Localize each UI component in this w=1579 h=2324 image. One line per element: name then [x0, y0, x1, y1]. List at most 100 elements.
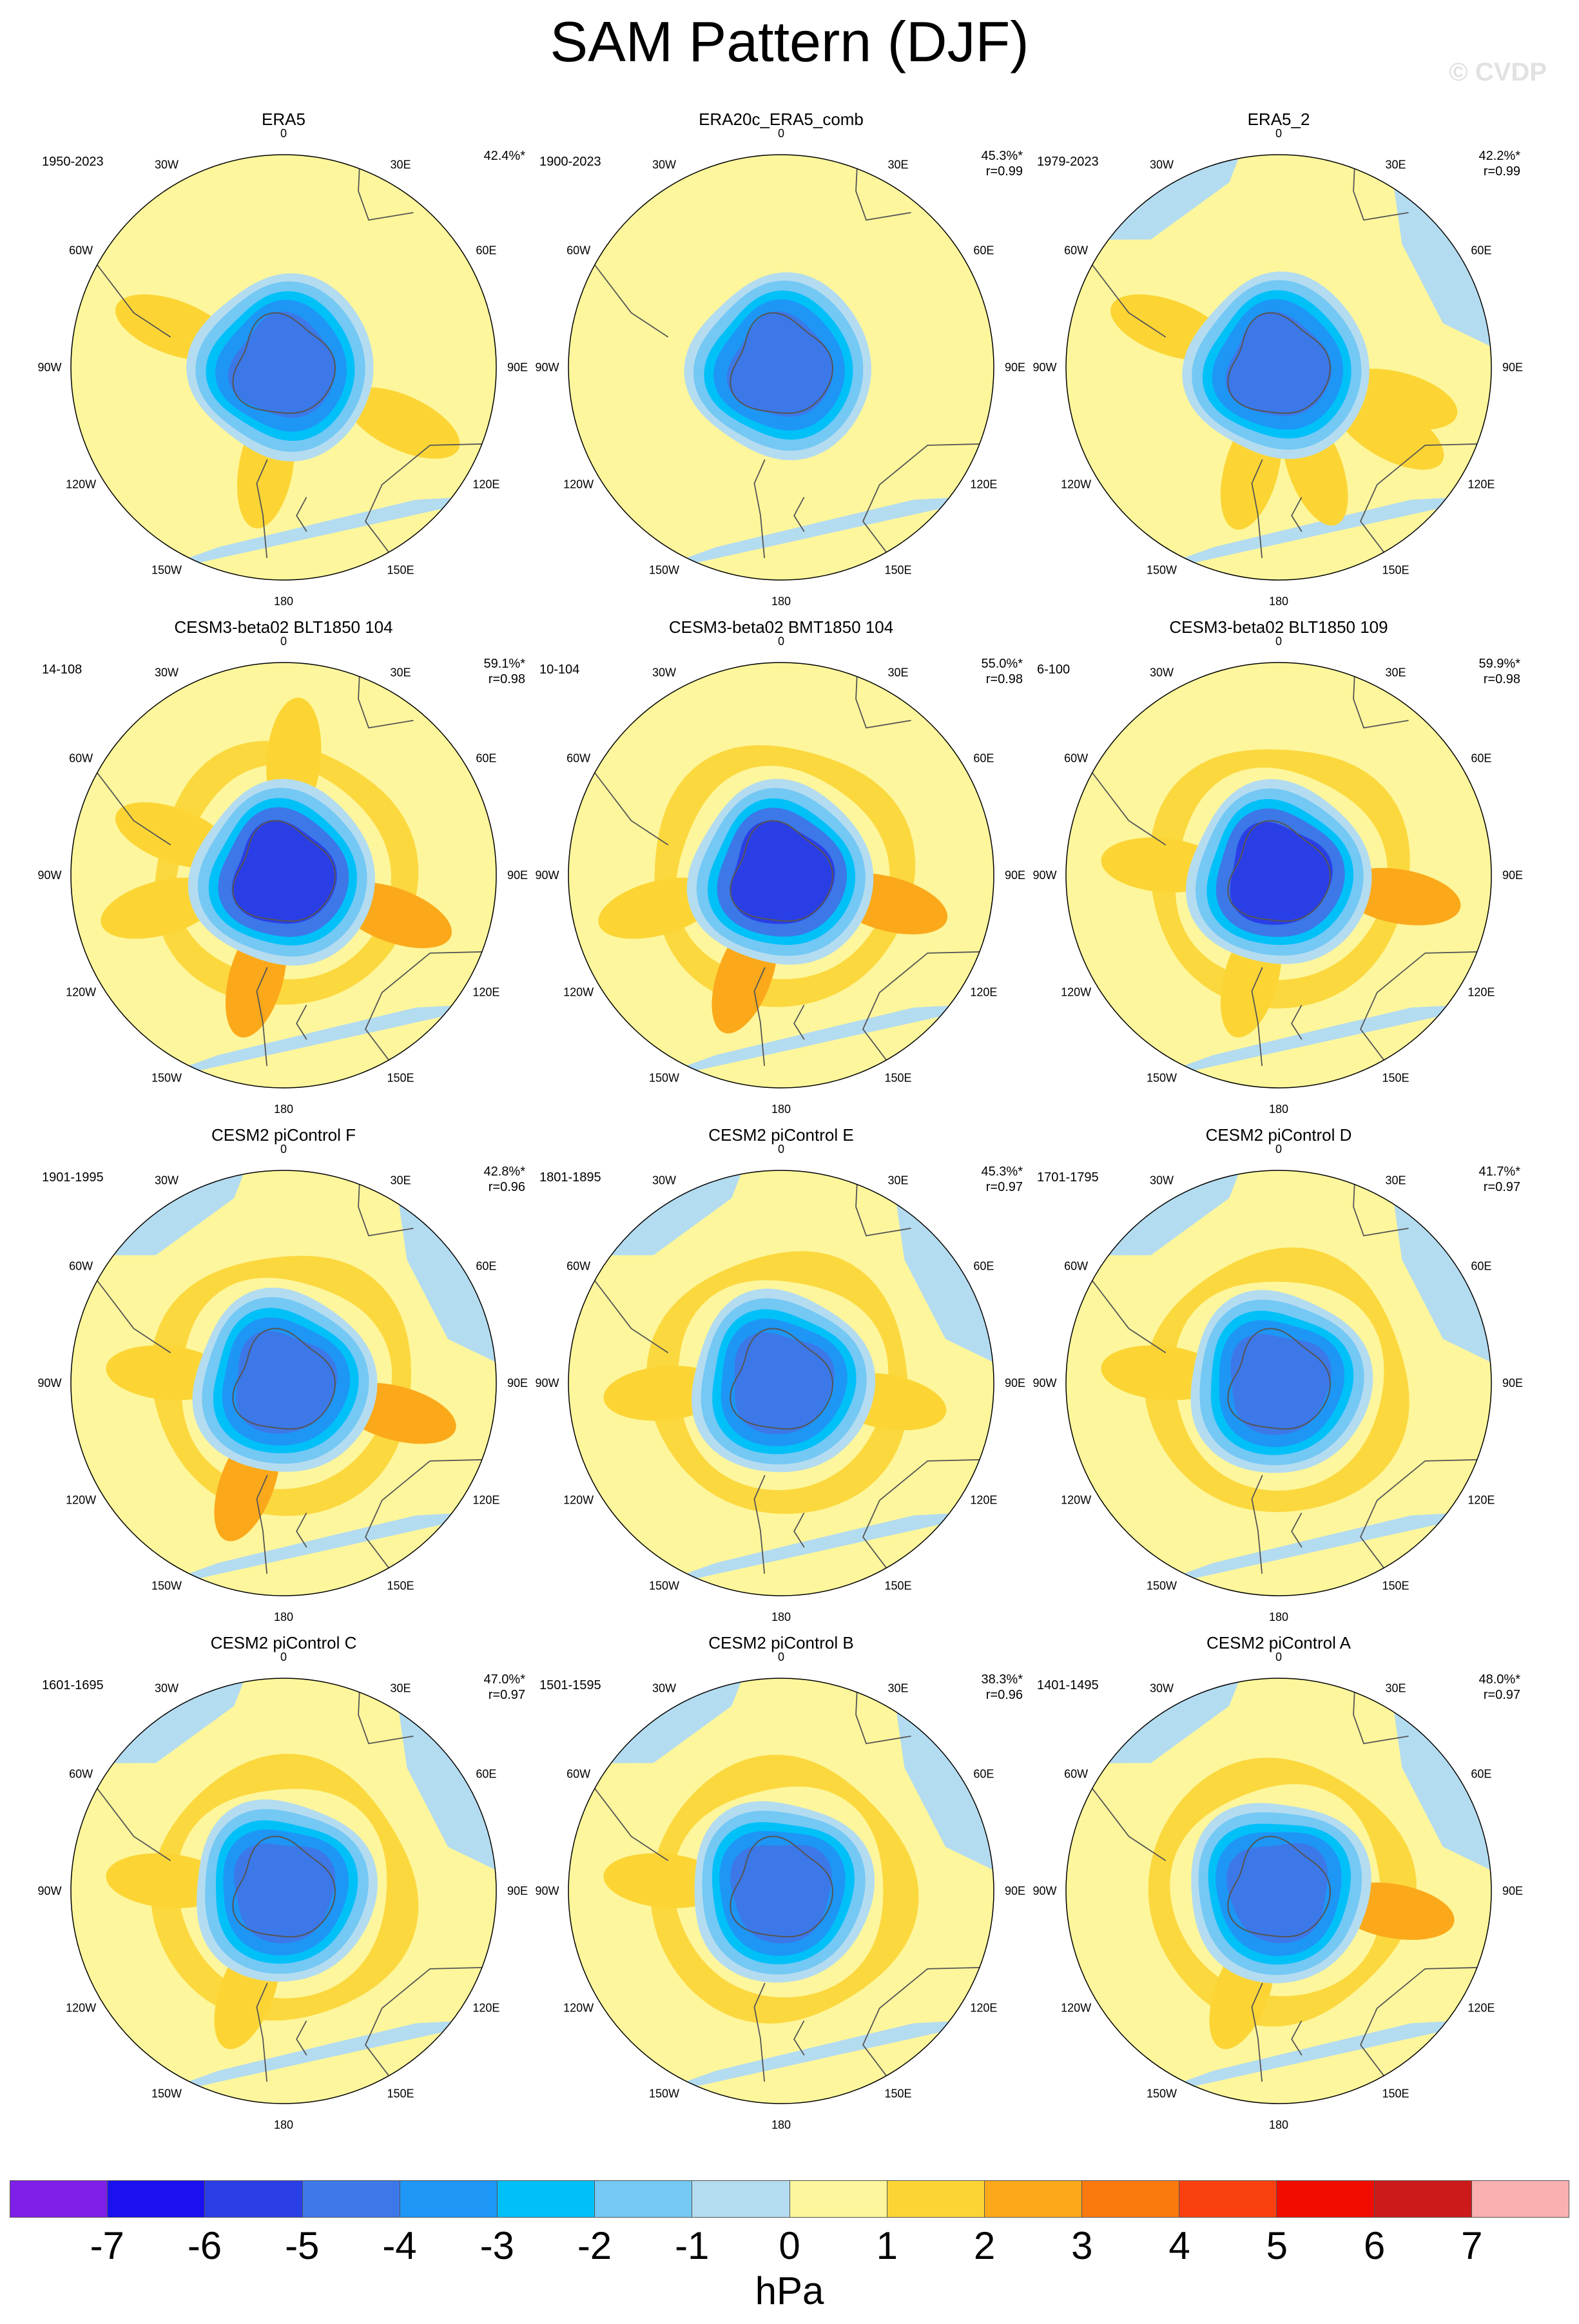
longitude-label: 120W [66, 478, 96, 491]
longitude-label: 30E [1385, 1174, 1406, 1187]
pattern-correlation: r=0.97 [985, 1180, 1023, 1194]
colorbar [10, 2180, 1569, 2218]
longitude-label: 90W [1032, 1884, 1056, 1897]
longitude-label: 0 [1275, 127, 1282, 140]
variance-percent: 45.3%* [981, 149, 1023, 163]
negative-anomaly-patch [1066, 155, 1257, 240]
longitude-label: 30E [390, 666, 411, 679]
map-boundary [568, 1170, 994, 1596]
antarctica-coastline [232, 1835, 336, 1938]
longitude-label: 180 [771, 2118, 791, 2131]
polar-cap-core [726, 311, 833, 417]
panel-title: CESM2 piControl A [1206, 1633, 1351, 1652]
polar-cap-core [1226, 1843, 1328, 1944]
south-america-coastline [1251, 967, 1263, 1066]
longitude-label: 0 [778, 1143, 784, 1156]
longitude-label: 90E [1502, 869, 1523, 882]
longitude-label: 120E [472, 2002, 499, 2015]
panel-title: CESM2 piControl E [708, 1125, 854, 1145]
longitude-label: 0 [1275, 635, 1282, 648]
variance-percent: 41.7%* [1478, 1165, 1521, 1179]
panel-stats: 42.8%* r=0.96 [484, 1164, 526, 1195]
longitude-label: 60E [973, 752, 994, 765]
new-zealand-coastline [296, 2020, 307, 2056]
map-boundary [568, 154, 994, 581]
longitude-label: 30E [887, 666, 908, 679]
longitude-label: 90W [1032, 869, 1056, 882]
polar-stereographic-map: 0 30E 60E 90E 120E 150E 180 150W 120W 90W 60W 30W [37, 127, 528, 608]
longitude-label: 180 [274, 1103, 293, 1116]
longitude-label: 120E [472, 1494, 499, 1507]
australia-coastline [364, 1458, 494, 1577]
panel-stats: 38.3%* r=0.96 [982, 1672, 1023, 1703]
longitude-label: 150E [1382, 1071, 1409, 1084]
africa-coastline [1353, 157, 1409, 221]
variance-percent: 48.0%* [1478, 1672, 1521, 1687]
africa-coastline [1353, 1173, 1409, 1237]
longitude-label: 60E [476, 244, 496, 257]
longitude-label: 60W [567, 1260, 590, 1273]
panel-stats: 59.1%* r=0.98 [484, 656, 526, 687]
map-panel: 0 30E 60E 90E 120E 150E 180 150W 120W 90W 60W 30W CE… [26, 617, 541, 1127]
variance-percent: 55.0%* [981, 657, 1023, 671]
variance-percent: 42.4%* [483, 149, 526, 163]
longitude-label: 150W [1147, 1579, 1177, 1592]
polar-stereographic-map: 0 30E 60E 90E 120E 150E 180 150W 120W 90W 60W 30W [37, 635, 528, 1116]
polar-cap-core [1230, 1333, 1332, 1435]
longitude-label: 60W [1064, 1260, 1088, 1273]
longitude-label: 90W [37, 361, 61, 374]
longitude-label: 120W [563, 2002, 594, 2015]
negative-anomaly-patch [1066, 1678, 1257, 1763]
panel-stats: 48.0%* r=0.97 [1479, 1672, 1521, 1703]
longitude-label: 0 [280, 1651, 287, 1663]
new-zealand-coastline [793, 2020, 805, 2056]
longitude-label: 150W [649, 1071, 679, 1084]
africa-coastline [855, 1173, 911, 1237]
panel-years: 1701-1795 [1037, 1170, 1099, 1185]
negative-anomaly-patch [137, 2019, 496, 2100]
antarctica-coastline [730, 1328, 834, 1430]
positive-anomaly-lobe [1334, 392, 1444, 470]
australia-coastline [862, 951, 991, 1069]
longitude-label: 90E [1005, 1377, 1025, 1390]
longitude-label: 60E [476, 1768, 496, 1781]
polar-stereographic-map: 0 30E 60E 90E 120E 150E 180 150W 120W 90W 60W 30W [37, 1651, 528, 2131]
longitude-label: 60E [1471, 1768, 1491, 1781]
map-boundary [70, 1170, 497, 1596]
negative-anomaly-patch [1132, 495, 1491, 577]
longitude-label: 180 [771, 1103, 791, 1116]
south-america-coastline [1251, 459, 1263, 558]
longitude-label: 60W [69, 1768, 93, 1781]
south-america-tip-coastline [587, 1271, 669, 1353]
negative-anomaly-patch [71, 1170, 262, 1255]
map-panel: 0 30E 60E 90E 120E 150E 180 150W 120W 90W 60W 30W ER… [26, 110, 541, 619]
map-panel: 0 30E 60E 90E 120E 150E 180 150W 120W 90W 60W 30W ER… [1021, 110, 1536, 619]
longitude-label: 180 [274, 2118, 293, 2131]
africa-coastline [358, 1173, 414, 1237]
panel-years: 1950-2023 [42, 155, 104, 169]
longitude-label: 30W [155, 159, 179, 171]
colorbar-tick-label: -5 [285, 2224, 320, 2267]
negative-anomaly-patch [634, 1003, 994, 1085]
new-zealand-coastline [793, 1513, 805, 1548]
colorbar-tick-label: 1 [876, 2224, 898, 2267]
new-zealand-coastline [1291, 1005, 1303, 1040]
longitude-label: 90E [1005, 869, 1025, 882]
panel-title: CESM2 piControl B [708, 1633, 854, 1652]
polar-cap-core [231, 820, 337, 924]
map-boundary [1065, 662, 1492, 1089]
panel-title: CESM2 piControl C [210, 1633, 357, 1652]
pattern-correlation: r=0.96 [488, 1180, 525, 1194]
negative-anomaly-patch [137, 1511, 496, 1593]
colorbar-tick-label: -6 [187, 2224, 222, 2267]
negative-anomaly-patch [137, 495, 496, 577]
longitude-label: 30E [887, 159, 908, 171]
south-america-tip-coastline [90, 255, 171, 338]
map-boundary [70, 1678, 497, 2104]
antarctica-coastline [730, 1835, 834, 1938]
africa-coastline [1353, 1681, 1409, 1745]
longitude-label: 30E [1385, 159, 1406, 171]
longitude-label: 90W [535, 1377, 559, 1390]
australia-coastline [1359, 1966, 1489, 2085]
polar-cap-core [236, 1331, 338, 1434]
